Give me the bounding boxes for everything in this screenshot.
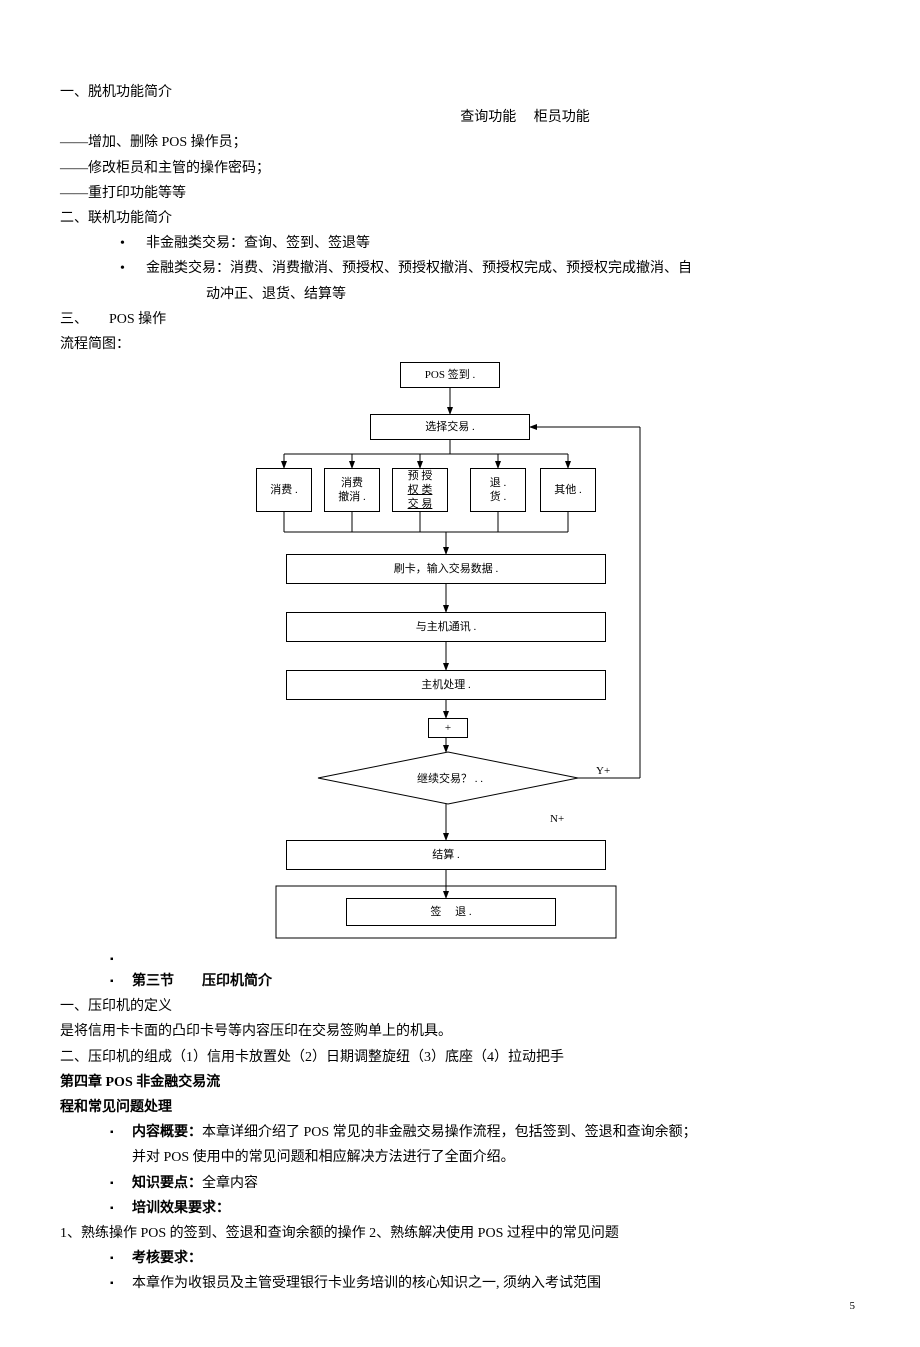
item-cont: 并对 POS 使用中的常见问题和相应解决方法进行了全面介绍。 (132, 1145, 860, 1170)
square-row-cont: 并对 POS 使用中的常见问题和相应解决方法进行了全面介绍。 (110, 1145, 860, 1170)
section1-item-0: ——增加、删除 POS 操作员； (60, 130, 860, 155)
bullet-text: 非金融类交易：查询、签到、签退等 (146, 231, 370, 256)
item-text: 考核要求： (132, 1246, 860, 1271)
square-row: ▪ 知识要点：全章内容 (110, 1171, 860, 1196)
flow-node-comm: 与主机通讯 . (286, 612, 606, 642)
bullet-row: • 非金融类交易：查询、签到、签退等 (120, 231, 860, 256)
item-text: 培训效果要求： (132, 1196, 860, 1221)
flow-node-decision: 继续交易？ . . (220, 770, 680, 790)
section3-title: 三、 POS 操作 (60, 307, 860, 332)
flow-node-plus: + (428, 718, 468, 738)
flow-node-consume: 消费 . (256, 468, 312, 512)
preauth-line3: 交 易 (408, 497, 433, 511)
item-bold: 考核要求： (132, 1251, 202, 1266)
square-row: ▪ 内容概要：本章详细介绍了 POS 常见的非金融交易操作流程，包括签到、签退和… (110, 1120, 860, 1145)
chapter4-items: ▪ 内容概要：本章详细介绍了 POS 常见的非金融交易操作流程，包括签到、签退和… (60, 1120, 860, 1221)
flow-y-label: Y+ (596, 762, 610, 782)
flowchart: POS 签到 . 选择交易 . 消费 . 消费 撤消 . 预 授 权 类 交 易… (220, 362, 680, 942)
square-bullet-icon: ▪ (110, 1246, 132, 1268)
section1-title: 一、脱机功能简介 (60, 80, 860, 105)
section1-subheader: 查询功能 柜员功能 (60, 105, 860, 130)
flow-node-signout: 签 退 . (346, 898, 556, 926)
section3b-s1-title: 一、压印机的定义 (60, 994, 860, 1019)
chapter4-title-2: 程和常见问题处理 (60, 1095, 860, 1120)
flow-node-signin: POS 签到 . (400, 362, 500, 388)
bullet-row: • 金融类交易：消费、消费撤消、预授权、预授权撤消、预授权完成、预授权完成撤消、… (120, 256, 860, 281)
flow-node-select: 选择交易 . (370, 414, 530, 440)
section3b-s1-text: 是将信用卡卡面的凸印卡号等内容压印在交易签购单上的机具。 (60, 1019, 860, 1044)
bullet-continuation: 动冲正、退货、结算等 (120, 282, 860, 307)
section3b-heading: 第三节 压印机简介 (132, 969, 860, 994)
item-text: 内容概要：本章详细介绍了 POS 常见的非金融交易操作流程，包括签到、签退和查询… (132, 1120, 860, 1145)
page-number: 5 (850, 1297, 856, 1317)
square-row: ▪ 本章作为收银员及主管受理银行卡业务培训的核心知识之一, 须纳入考试范围 (110, 1271, 860, 1296)
item-text: 知识要点：全章内容 (132, 1171, 860, 1196)
chapter4-title-1: 第四章 POS 非金融交易流 (60, 1070, 860, 1095)
preauth-line1: 预 授 (408, 469, 433, 483)
square-bullet-icon: ▪ (110, 1196, 132, 1218)
square-bullet-icon: ▪ (110, 969, 132, 991)
square-row: ▪ 考核要求： (110, 1246, 860, 1271)
flow-node-consume-cancel: 消费 撤消 . (324, 468, 380, 512)
item-text: 本章作为收银员及主管受理银行卡业务培训的核心知识之一, 须纳入考试范围 (132, 1271, 860, 1296)
square-row: ▪ 培训效果要求： (110, 1196, 860, 1221)
flow-node-refund: 退 . 货 . (470, 468, 526, 512)
square-bullet-icon: ▪ (110, 1271, 132, 1293)
chapter4-items2: ▪ 考核要求： ▪ 本章作为收银员及主管受理银行卡业务培训的核心知识之一, 须纳… (60, 1246, 860, 1296)
bullet-icon: • (120, 256, 146, 281)
item-bold: 培训效果要求： (132, 1201, 230, 1216)
flow-node-swipe: 刷卡，输入交易数据 . (286, 554, 606, 584)
section2-title: 二、联机功能简介 (60, 206, 860, 231)
flow-node-settle: 结算 . (286, 840, 606, 870)
square-bullet-icon: ▪ (110, 947, 132, 969)
bullet-icon: • (120, 231, 146, 256)
item-bold: 内容概要： (132, 1125, 202, 1140)
item-bold: 知识要点： (132, 1176, 202, 1191)
section3b-s2-text: 二、压印机的组成（1）信用卡放置处（2）日期调整旋纽（3）底座（4）拉动把手 (60, 1045, 860, 1070)
section3-subtitle: 流程简图： (60, 332, 860, 357)
square-row: ▪ 第三节 压印机简介 (110, 969, 860, 994)
preauth-line2: 权 类 (408, 483, 433, 497)
flow-node-other: 其他 . (540, 468, 596, 512)
square-row-empty: ▪ (110, 947, 860, 969)
section1-item-1: ——修改柜员和主管的操作密码； (60, 156, 860, 181)
chapter4-requirement: 1、熟练操作 POS 的签到、签退和查询余额的操作 2、熟练解决使用 POS 过… (60, 1221, 860, 1246)
section1-item-2: ——重打印功能等等 (60, 181, 860, 206)
square-bullet-icon: ▪ (110, 1120, 132, 1142)
section2-bullets: • 非金融类交易：查询、签到、签退等 • 金融类交易：消费、消费撤消、预授权、预… (60, 231, 860, 307)
square-bullet-icon: ▪ (110, 1171, 132, 1193)
item-rest: 全章内容 (202, 1176, 258, 1191)
section3-squares: ▪ ▪ 第三节 压印机简介 (60, 947, 860, 994)
bullet-text: 金融类交易：消费、消费撤消、预授权、预授权撤消、预授权完成、预授权完成撤消、自 (146, 256, 692, 281)
item-rest: 本章详细介绍了 POS 常见的非金融交易操作流程，包括签到、签退和查询余额； (202, 1125, 697, 1140)
flow-node-host: 主机处理 . (286, 670, 606, 700)
flow-node-preauth: 预 授 权 类 交 易 (392, 468, 448, 512)
square-spacer (110, 1145, 132, 1149)
flow-n-label: N+ (550, 810, 564, 830)
